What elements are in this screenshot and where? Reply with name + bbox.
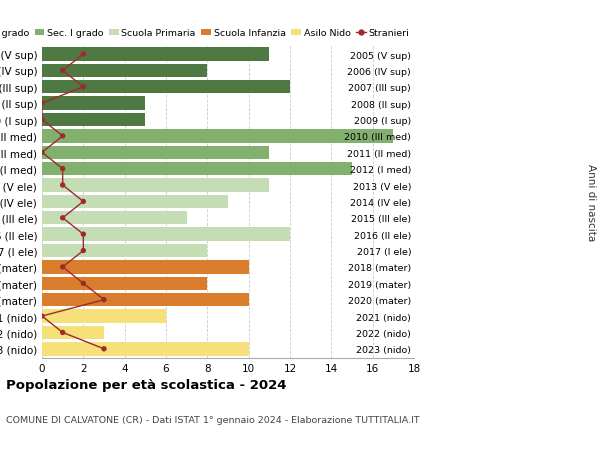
Bar: [42, 113, 145, 127]
Bar: [42, 261, 248, 274]
Bar: [42, 65, 208, 78]
Point: [58, 133, 67, 140]
Bar: [42, 310, 166, 323]
Bar: [42, 179, 269, 192]
Point: [58, 166, 67, 173]
Bar: [42, 81, 290, 94]
Bar: [42, 130, 394, 143]
Bar: [42, 244, 208, 257]
Bar: [42, 326, 104, 339]
Bar: [42, 342, 248, 356]
Point: [79, 84, 88, 91]
Bar: [42, 277, 208, 291]
Point: [79, 51, 88, 59]
Point: [99, 345, 109, 353]
Point: [58, 67, 67, 75]
Point: [79, 231, 88, 238]
Point: [58, 329, 67, 336]
Bar: [42, 162, 352, 176]
Point: [79, 198, 88, 206]
Point: [37, 149, 47, 157]
Bar: [42, 146, 269, 160]
Text: Anni di nascita: Anni di nascita: [586, 163, 596, 241]
Point: [58, 263, 67, 271]
Point: [58, 215, 67, 222]
Point: [37, 117, 47, 124]
Bar: [42, 293, 248, 307]
Text: Popolazione per età scolastica - 2024: Popolazione per età scolastica - 2024: [6, 379, 287, 392]
Bar: [42, 97, 145, 111]
Text: COMUNE DI CALVATONE (CR) - Dati ISTAT 1° gennaio 2024 - Elaborazione TUTTITALIA.: COMUNE DI CALVATONE (CR) - Dati ISTAT 1°…: [6, 415, 419, 425]
Point: [37, 313, 47, 320]
Point: [99, 297, 109, 304]
Point: [79, 247, 88, 255]
Bar: [42, 212, 187, 225]
Point: [58, 182, 67, 189]
Point: [79, 280, 88, 287]
Bar: [42, 228, 290, 241]
Point: [37, 100, 47, 107]
Bar: [42, 48, 269, 62]
Bar: [42, 195, 228, 209]
Legend: Sec. II grado, Sec. I grado, Scuola Primaria, Scuola Infanzia, Asilo Nido, Stran: Sec. II grado, Sec. I grado, Scuola Prim…: [0, 29, 409, 38]
